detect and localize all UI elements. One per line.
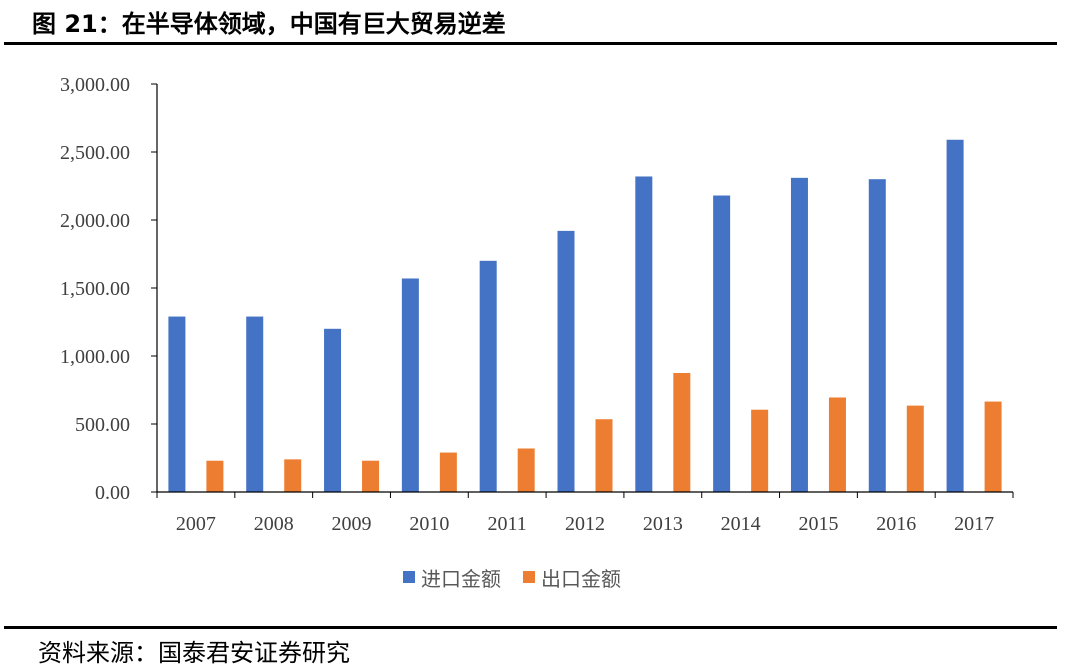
x-tick-label: 2009 [332,513,372,535]
bottom-rule [4,626,1057,629]
source-note: 资料来源：国泰君安证券研究 [38,639,350,667]
figure-title: 图 21：在半导体领域，中国有巨大贸易逆差 [32,10,506,38]
bar-export [984,401,1002,492]
legend-label-import: 进口金额 [421,566,501,591]
x-tick-label: 2016 [876,513,916,535]
top-rule [4,42,1057,45]
bar-import [713,195,731,492]
x-tick-label: 2011 [488,513,527,535]
bar-export [828,397,846,492]
x-tick-label: 2007 [176,513,216,535]
bar-export [284,459,302,492]
legend-item-export: 出口金额 [523,563,621,592]
bar-import [790,177,808,492]
bar-import [401,278,419,492]
x-tick-label: 2012 [565,513,605,535]
bar-export [906,405,924,492]
bar-export [206,460,224,492]
y-tick-label: 2,000.00 [60,210,130,232]
bar-export [517,448,535,492]
y-tick-label: 500.00 [75,414,130,436]
chart-legend: 进口金额 出口金额 [403,562,643,592]
bar-export [673,373,691,492]
bar-import [324,328,342,492]
x-tick-label: 2014 [721,513,761,535]
bar-import [479,260,497,492]
bar-import [168,316,186,492]
legend-swatch-export [523,571,535,583]
y-tick-label: 2,500.00 [60,142,130,164]
x-tick-label: 2015 [798,513,838,535]
bar-import [246,316,264,492]
bar-export [362,460,380,492]
legend-item-import: 进口金额 [403,563,501,592]
bar-import [868,179,886,492]
x-tick-label: 2013 [643,513,683,535]
legend-swatch-import [403,571,415,583]
y-tick-label: 1,500.00 [60,278,130,300]
bar-import [557,230,575,492]
y-tick-label: 1,000.00 [60,346,130,368]
bar-export [595,419,613,492]
legend-label-export: 出口金额 [541,566,621,591]
x-tick-label: 2017 [954,513,994,535]
bar-import [635,176,653,493]
x-tick-label: 2010 [409,513,449,535]
bar-import [946,139,964,492]
x-tick-label: 2008 [254,513,294,535]
bar-export [439,452,457,492]
y-tick-label: 3,000.00 [60,74,130,96]
y-tick-label: 0.00 [95,482,130,504]
bar-export [751,409,769,492]
